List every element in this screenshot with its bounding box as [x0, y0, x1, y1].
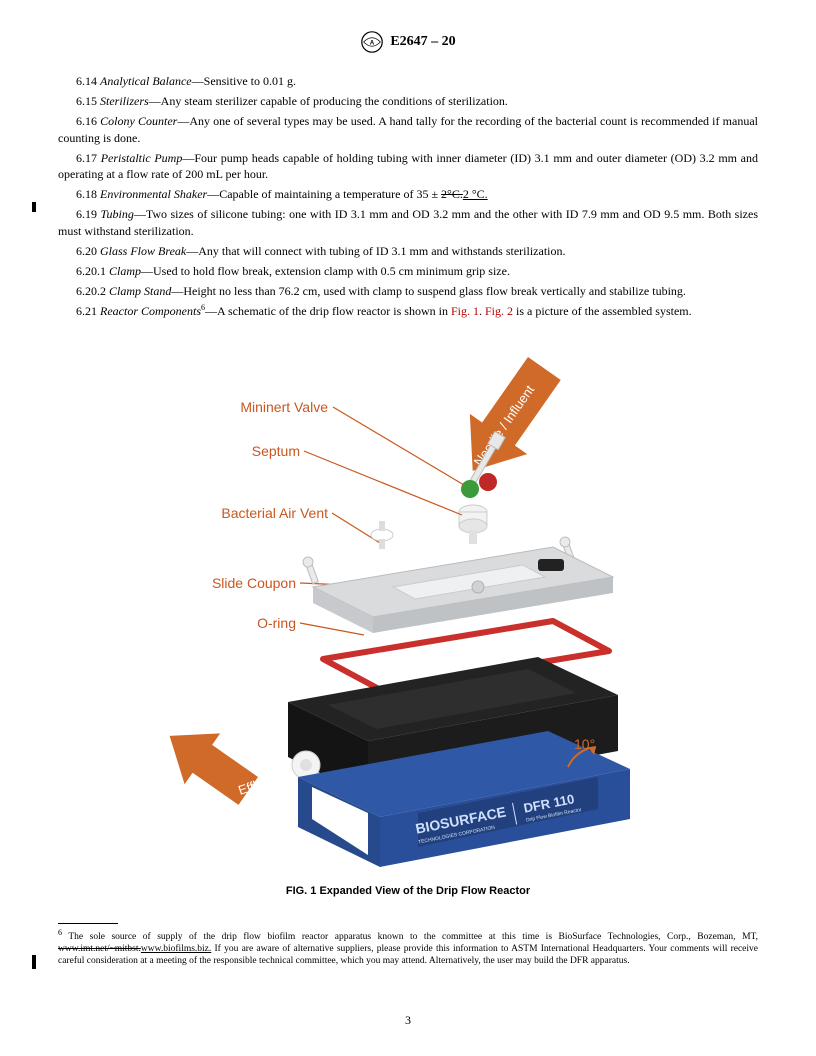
entry-6-15: 6.15 Sterilizers—Any steam sterilizer ca… — [58, 93, 758, 109]
body-text: 6.14 Analytical Balance—Sensitive to 0.0… — [0, 73, 816, 319]
entry-6-20-2: 6.20.2 Clamp Stand—Height no less than 7… — [58, 283, 758, 299]
fig2-link[interactable]: Fig. 2 — [485, 304, 513, 318]
fig1-link[interactable]: Fig. 1 — [451, 304, 479, 318]
page-number: 3 — [0, 1013, 816, 1028]
standard-number: E2647 – 20 — [390, 34, 455, 50]
entry-6-18: 6.18 Environmental Shaker—Capable of mai… — [58, 186, 758, 202]
diagram-svg: Needle / Influent — [148, 347, 668, 867]
page-header: A E2647 – 20 — [0, 0, 816, 69]
astm-logo-icon: A — [360, 30, 384, 54]
entry-6-20: 6.20 Glass Flow Break—Any that will conn… — [58, 243, 758, 259]
change-bar-icon — [32, 955, 36, 969]
svg-text:A: A — [370, 40, 375, 46]
change-bar-icon — [32, 202, 36, 212]
reactor-diagram: Mininert Valve Septum Bacterial Air Vent… — [148, 347, 668, 867]
entry-6-17: 6.17 Peristaltic Pump—Four pump heads ca… — [58, 150, 758, 182]
page: A E2647 – 20 6.14 Analytical Balance—Sen… — [0, 0, 816, 1056]
entry-6-19: 6.19 Tubing—Two sizes of silicone tubing… — [58, 206, 758, 238]
footnote-separator — [58, 923, 118, 924]
entry-6-20-1: 6.20.1 Clamp—Used to hold flow break, ex… — [58, 263, 758, 279]
figure-1: Mininert Valve Septum Bacterial Air Vent… — [0, 347, 816, 897]
figure-caption: FIG. 1 Expanded View of the Drip Flow Re… — [0, 885, 816, 897]
svg-text:10°: 10° — [574, 736, 595, 752]
entry-6-14: 6.14 Analytical Balance—Sensitive to 0.0… — [58, 73, 758, 89]
entry-6-16: 6.16 Colony Counter—Any one of several t… — [58, 113, 758, 145]
entry-6-21: 6.21 Reactor Components6—A schematic of … — [58, 303, 758, 319]
footnote: 6 The sole source of supply of the drip … — [0, 928, 816, 968]
